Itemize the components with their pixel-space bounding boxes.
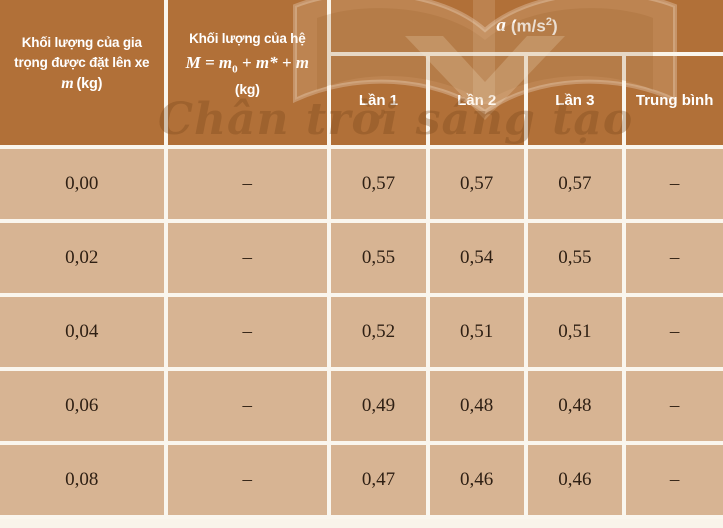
system-mass-unit: (kg)	[234, 81, 260, 98]
table-cell: –	[167, 445, 328, 515]
table-cell: –	[167, 223, 328, 293]
header-line: trọng được đặt lên xe	[14, 54, 150, 70]
table-cell: 0,48	[527, 371, 623, 441]
table-cell: 0,06	[0, 371, 164, 441]
table-cell: –	[626, 371, 723, 441]
header-average: Trung bình	[626, 56, 723, 145]
header-system-mass: Khối lượng của hệ M = m0 + m* + m (kg)	[167, 0, 328, 145]
header-trial-3: Lần 3	[527, 56, 623, 145]
mass-symbol: m	[61, 75, 74, 93]
table-cell: 0,54	[429, 223, 524, 293]
acceleration-symbol: a	[496, 15, 506, 36]
table-cell: –	[626, 223, 723, 293]
unit-superscript: 2	[545, 15, 552, 28]
header-trial-2: Lần 2	[429, 56, 524, 145]
table-cell: 0,08	[0, 445, 164, 515]
table-cell: 0,51	[527, 297, 623, 367]
acceleration-unit: (m/s2)	[510, 15, 558, 36]
table-cell: 0,55	[331, 223, 426, 293]
formula-rest: + m* + m	[241, 52, 309, 72]
table-cell: 0,46	[527, 445, 623, 515]
table-cell: 0,46	[429, 445, 524, 515]
table-cell: –	[626, 149, 723, 219]
table-cell: –	[167, 371, 328, 441]
table-cell: 0,49	[331, 371, 426, 441]
table-cell: –	[626, 445, 723, 515]
header-acceleration: a (m/s2)	[331, 0, 723, 52]
header-symbol-line: m (kg)	[61, 72, 102, 95]
table-cell: 0,51	[429, 297, 524, 367]
table-cell: –	[167, 149, 328, 219]
table-cell: 0,00	[0, 149, 164, 219]
table-cell: 0,52	[331, 297, 426, 367]
header-line: Khối lượng của gia	[21, 35, 142, 51]
header-added-mass-text: Khối lượng của gia trọng được đặt lên xe…	[14, 33, 149, 111]
mass-unit: (kg)	[76, 76, 103, 93]
table-cell: –	[626, 297, 723, 367]
table-cell: 0,47	[331, 445, 426, 515]
formula-lhs: M = m	[185, 52, 233, 72]
table-cell: 0,55	[527, 223, 623, 293]
table-cell: 0,57	[331, 149, 426, 219]
header-trial-1: Lần 1	[331, 56, 426, 145]
table-cell: 0,48	[429, 371, 524, 441]
header-system-mass-text: Khối lượng của hệ M = m0 + m* + m (kg)	[186, 29, 309, 115]
table-cell: 0,04	[0, 297, 164, 367]
table-cell: 0,57	[429, 149, 524, 219]
table-cell: 0,57	[527, 149, 623, 219]
table-cell: 0,02	[0, 223, 164, 293]
table-cell: –	[167, 297, 328, 367]
header-added-mass: Khối lượng của gia trọng được đặt lên xe…	[0, 0, 164, 145]
header-line: Khối lượng của hệ	[189, 31, 306, 47]
formula-subscript: 0	[232, 63, 238, 76]
system-mass-formula: M = m0 + m* + m	[186, 51, 309, 78]
